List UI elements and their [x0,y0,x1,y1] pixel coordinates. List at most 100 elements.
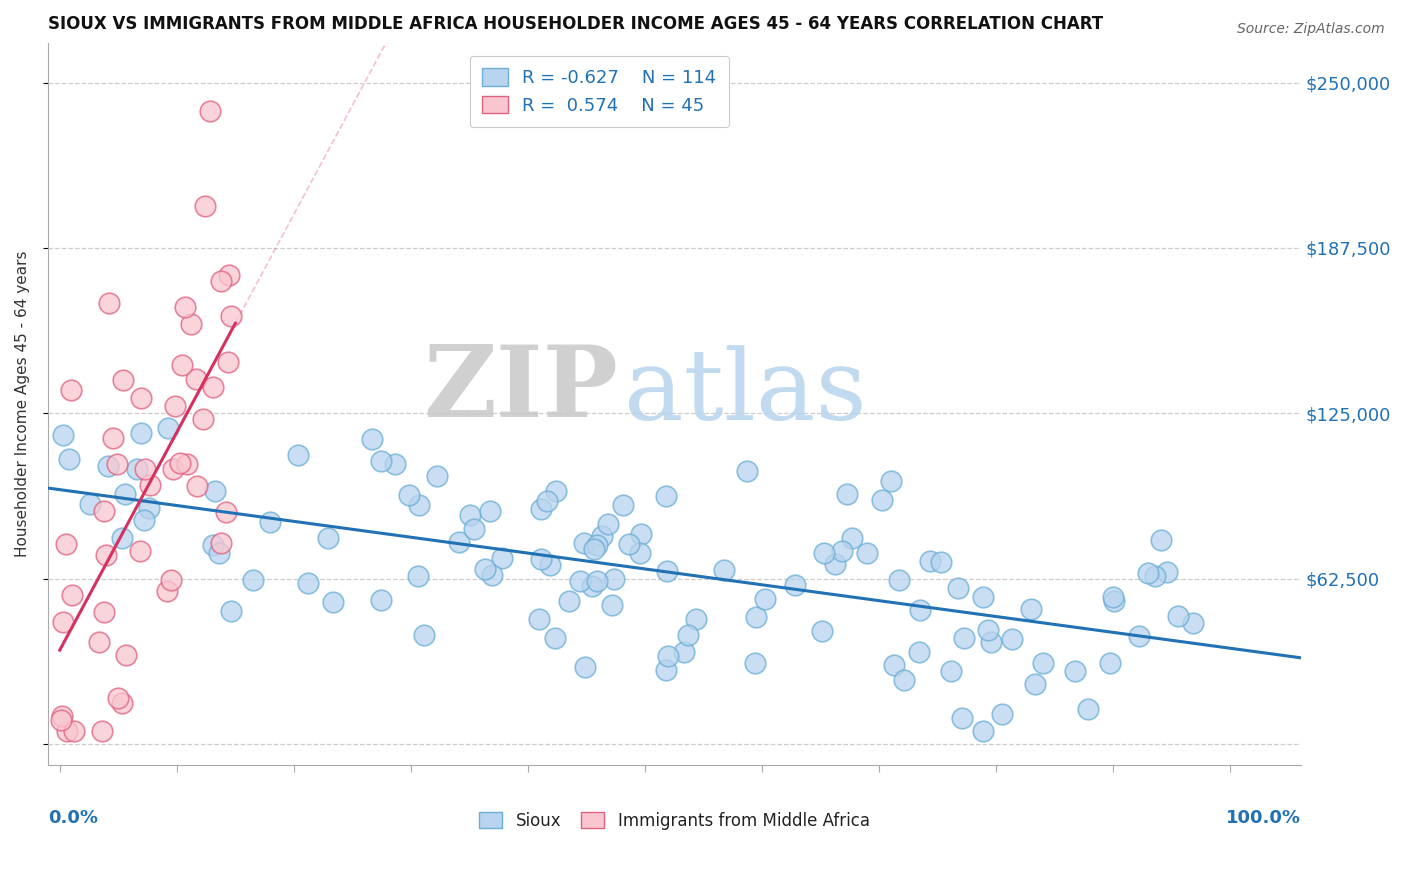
Point [322,595,344,609]
Point [744,656,766,670]
Point [574,536,596,550]
Point [831,543,853,558]
Point [586,574,609,589]
Point [918,554,941,568]
Point [287,448,309,462]
Point [745,610,768,624]
Point [176,457,198,471]
Point [657,649,679,664]
Point [134,513,156,527]
Point [491,551,513,566]
Point [112,373,135,387]
Point [93,504,115,518]
Point [209,536,232,550]
Point [586,538,609,552]
Point [259,515,281,529]
Point [568,574,591,588]
Point [1024,676,1046,690]
Point [1167,609,1189,624]
Point [169,457,191,471]
Point [134,461,156,475]
Point [976,623,998,637]
Point [215,505,238,519]
Point [1156,565,1178,579]
Point [87,634,110,648]
Point [883,658,905,673]
Point [111,531,134,545]
Point [156,584,179,599]
Point [201,538,224,552]
Point [408,498,430,512]
Point [114,487,136,501]
Point [408,569,430,583]
Point [202,380,225,394]
Point [655,663,678,677]
Text: 0.0%: 0.0% [48,808,98,827]
Point [1001,632,1024,647]
Point [939,665,962,679]
Point [174,300,197,314]
Point [785,578,807,592]
Point [950,711,973,725]
Point [676,628,699,642]
Point [208,546,231,560]
Point [841,531,863,545]
Point [856,546,879,560]
Legend: Sioux, Immigrants from Middle Africa: Sioux, Immigrants from Middle Africa [472,805,876,837]
Point [1019,602,1042,616]
Point [880,474,903,488]
Point [1102,594,1125,608]
Point [600,598,623,612]
Point [180,318,202,332]
Point [55,537,77,551]
Point [811,624,834,638]
Point [115,648,138,662]
Point [612,498,634,512]
Text: SIOUX VS IMMIGRANTS FROM MIDDLE AFRICA HOUSEHOLDER INCOME AGES 45 - 64 YEARS COR: SIOUX VS IMMIGRANTS FROM MIDDLE AFRICA H… [48,15,1104,33]
Point [242,573,264,587]
Point [98,296,121,310]
Point [1182,616,1205,631]
Point [596,516,619,531]
Point [127,462,149,476]
Point [221,604,243,618]
Point [186,372,208,386]
Point [172,358,194,372]
Point [56,723,79,738]
Point [79,497,101,511]
Point [538,558,561,572]
Point [110,696,132,710]
Point [217,355,239,369]
Point [60,588,83,602]
Point [530,502,553,516]
Point [837,487,859,501]
Point [592,529,614,543]
Point [191,412,214,426]
Point [447,535,470,549]
Point [138,500,160,515]
Point [617,537,640,551]
Point [194,199,217,213]
Point [129,425,152,440]
Point [557,594,579,608]
Point [139,478,162,492]
Point [685,612,707,626]
Point [946,581,969,595]
Text: ZIP: ZIP [423,341,619,438]
Point [458,508,481,522]
Point [931,555,953,569]
Point [186,479,208,493]
Point [893,673,915,687]
Point [316,531,339,545]
Point [370,453,392,467]
Point [129,391,152,405]
Point [574,659,596,673]
Point [93,605,115,619]
Point [630,527,652,541]
Y-axis label: Householder Income Ages 45 - 64 years: Householder Income Ages 45 - 64 years [15,251,30,558]
Point [655,564,678,578]
Point [94,548,117,562]
Point [1128,629,1150,643]
Point [980,634,1002,648]
Point [204,483,226,498]
